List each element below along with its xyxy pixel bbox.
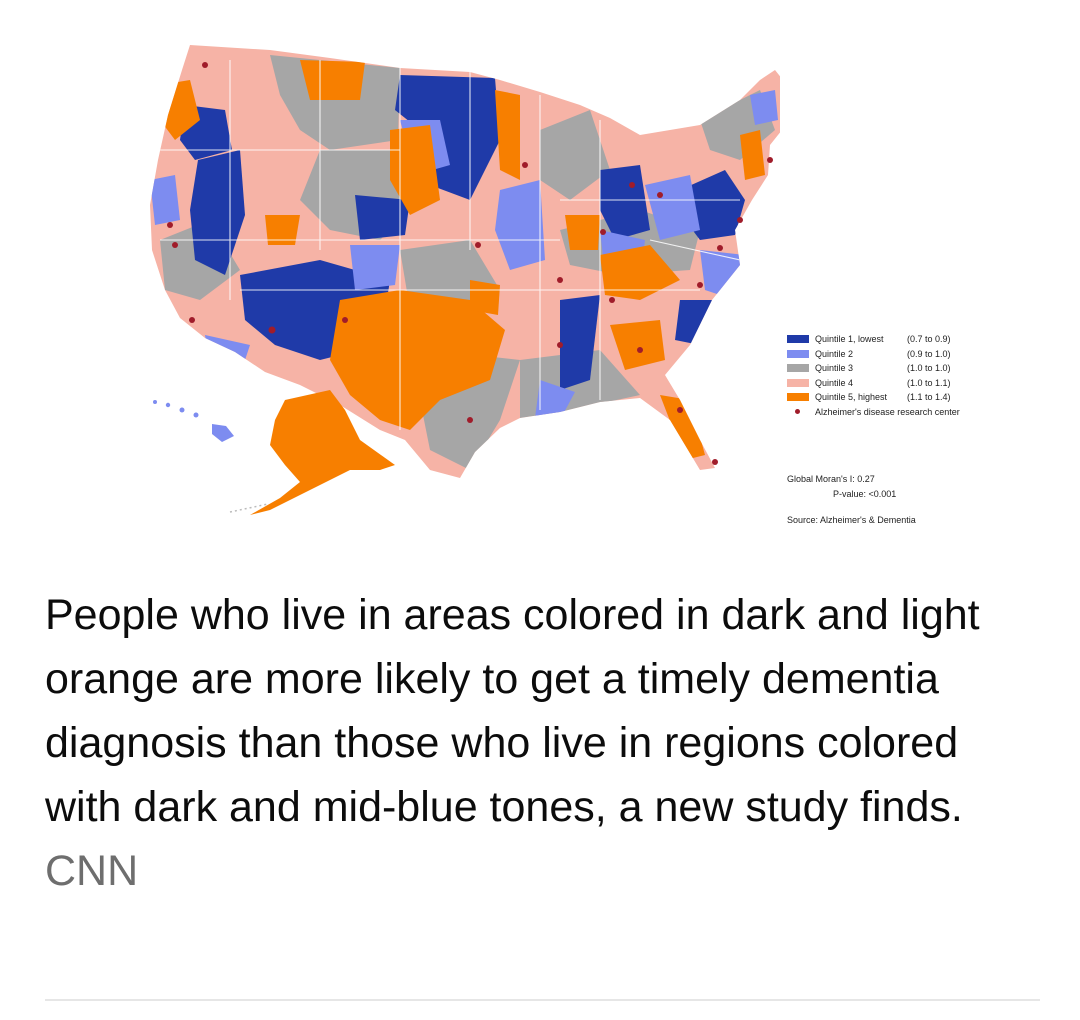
map-figure: Quintile 1, lowest (0.7 to 0.9) Quintile… — [150, 45, 1027, 525]
legend-range: (1.1 to 1.4) — [907, 392, 951, 403]
research-center-dot-icon — [795, 409, 800, 415]
legend-item-quintile-2: Quintile 2 (0.9 to 1.0) — [787, 347, 1027, 362]
legend-label: Quintile 1, lowest — [815, 334, 884, 345]
legend-label: Quintile 3 — [815, 363, 854, 374]
legend-range: (1.0 to 1.0) — [907, 363, 951, 374]
legend-item-quintile-5: Quintile 5, highest (1.1 to 1.4) — [787, 390, 1027, 405]
us-quintile-map — [150, 45, 780, 515]
legend-item-quintile-1: Quintile 1, lowest (0.7 to 0.9) — [787, 332, 1027, 347]
legend-range: (1.0 to 1.1) — [907, 377, 951, 388]
image-caption: People who live in areas colored in dark… — [45, 583, 1045, 903]
legend-swatch — [787, 378, 809, 387]
legend-swatch — [787, 393, 809, 402]
legend-swatch — [787, 349, 809, 358]
divider — [45, 999, 1040, 1001]
legend-item-research-center: Alzheimer's disease research center — [787, 405, 1027, 420]
legend-label: Quintile 2 — [815, 348, 854, 359]
legend-swatch — [787, 335, 809, 344]
legend-range: (0.7 to 0.9) — [907, 334, 951, 345]
legend-item-quintile-4: Quintile 4 (1.0 to 1.1) — [787, 376, 1027, 391]
legend-item-quintile-3: Quintile 3 (1.0 to 1.0) — [787, 361, 1027, 376]
caption-text: People who live in areas colored in dark… — [45, 591, 980, 831]
caption-credit: CNN — [45, 847, 139, 895]
p-value: P-value: <0.001 — [833, 489, 897, 499]
statistics-block: Global Moran's I: 0.27 P-value: <0.001 — [787, 472, 896, 502]
morans-i-value: Global Moran's I: 0.27 — [787, 474, 875, 484]
legend-label: Quintile 4 — [815, 377, 854, 388]
source-note: Source: Alzheimer's & Dementia — [787, 515, 916, 525]
legend-swatch — [787, 364, 809, 373]
legend-label: Quintile 5, highest — [815, 392, 888, 403]
legend-label: Alzheimer's disease research center — [815, 406, 960, 417]
map-legend: Quintile 1, lowest (0.7 to 0.9) Quintile… — [787, 332, 1027, 419]
legend-range: (0.9 to 1.0) — [907, 348, 951, 359]
